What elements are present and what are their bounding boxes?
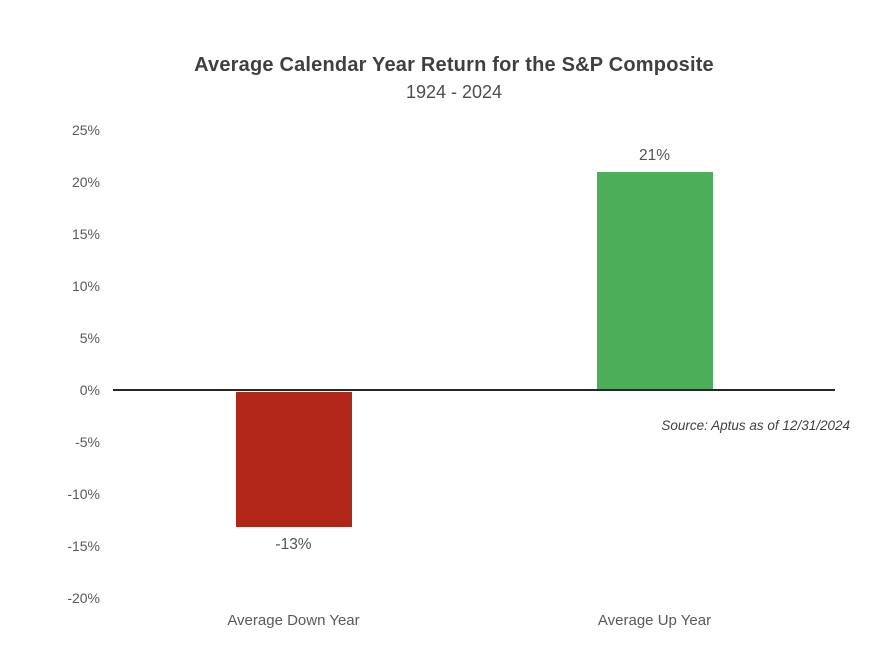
chart-title: Average Calendar Year Return for the S&P… — [194, 54, 714, 76]
chart-subtitle: 1924 - 2024 — [405, 82, 503, 102]
down-year-bar — [235, 391, 352, 527]
y-tick-label: 20% — [71, 174, 100, 190]
y-tick-label: 15% — [71, 226, 100, 242]
bar-value-label: -13% — [275, 535, 312, 553]
y-tick-label: -10% — [67, 486, 100, 502]
y-tick-label: -5% — [75, 434, 100, 450]
y-tick-label: 10% — [71, 278, 100, 294]
x-category-label: Average Up Year — [597, 612, 712, 629]
bar-value-label: 21% — [638, 146, 671, 164]
y-tick-label: -15% — [67, 538, 100, 554]
zero-axis-line — [113, 388, 835, 392]
source-note: Source: Aptus as of 12/31/2024 — [661, 418, 850, 433]
y-tick-label: 5% — [79, 330, 100, 346]
up-year-bar — [596, 171, 713, 390]
y-tick-label: 25% — [71, 122, 100, 138]
y-tick-label: -20% — [67, 590, 100, 606]
x-category-label: Average Down Year — [227, 612, 360, 629]
y-tick-label: 0% — [79, 382, 100, 398]
